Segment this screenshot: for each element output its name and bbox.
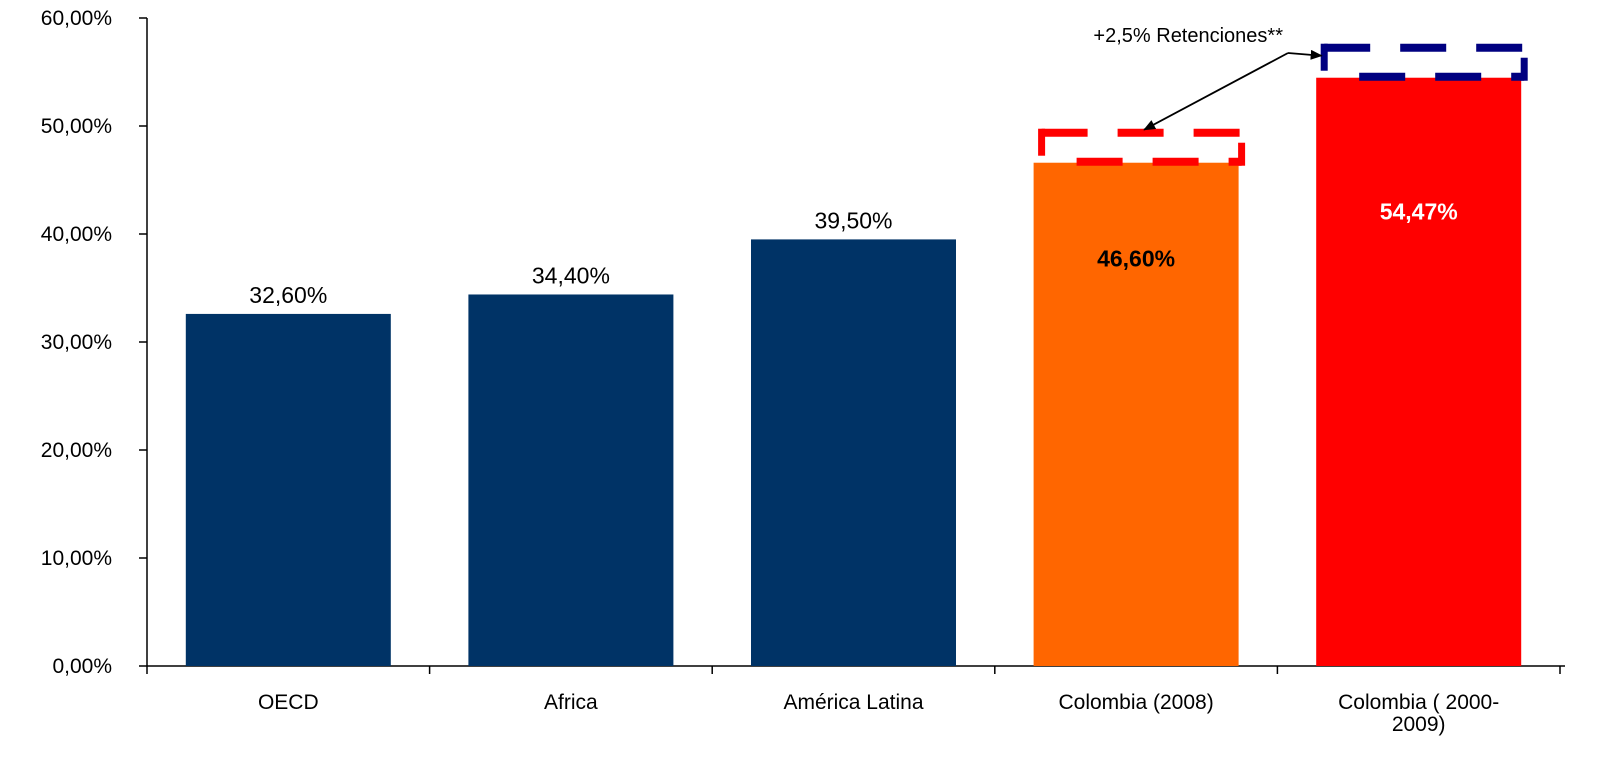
dashed-extension [1320, 43, 1528, 81]
annotation: +2,5% Retenciones** [1093, 25, 1323, 131]
bar [468, 294, 674, 666]
y-axis: 0,00% 10,00% 20,00% 30,00% 40,00% 50,00% 60,00… [41, 7, 148, 678]
y-tick-label: 40,00% [41, 223, 112, 246]
y-tick-label: 50,00% [41, 115, 112, 138]
bars [185, 77, 1522, 666]
data-labels: 32,60% 34,40% 39,50% 46,60% 54,47% [249, 199, 1457, 308]
data-label: 54,47% [1380, 199, 1458, 225]
bar [185, 313, 391, 666]
y-tick-label: 0,00% [52, 655, 112, 678]
y-tick-label: 20,00% [41, 439, 112, 462]
annotation-arrow [1143, 52, 1289, 131]
annotation-text: +2,5% Retenciones** [1093, 25, 1283, 47]
dashed-extensions [1038, 43, 1528, 166]
x-axis: OECD Africa América Latina Colombia (2008) C… [146, 665, 1565, 736]
x-tick-label: Colombia ( 2000-2009) [1338, 691, 1499, 736]
data-label: 39,50% [814, 207, 892, 233]
bar [1316, 77, 1522, 666]
x-tick-label: OECD [258, 691, 319, 714]
data-label: 46,60% [1097, 246, 1175, 272]
y-tick-label: 30,00% [41, 331, 112, 354]
bar [751, 239, 956, 666]
y-tick-label: 10,00% [41, 547, 112, 570]
dashed-extension [1038, 128, 1246, 166]
annotation-arrow [1287, 49, 1323, 60]
x-tick-label: Africa [544, 691, 598, 714]
x-tick-label: Colombia (2008) [1058, 691, 1213, 714]
data-label: 32,60% [249, 282, 327, 308]
data-label: 34,40% [532, 262, 610, 288]
x-tick-label: América Latina [783, 691, 923, 714]
bar [1033, 162, 1239, 666]
y-tick-label: 60,00% [41, 7, 112, 30]
